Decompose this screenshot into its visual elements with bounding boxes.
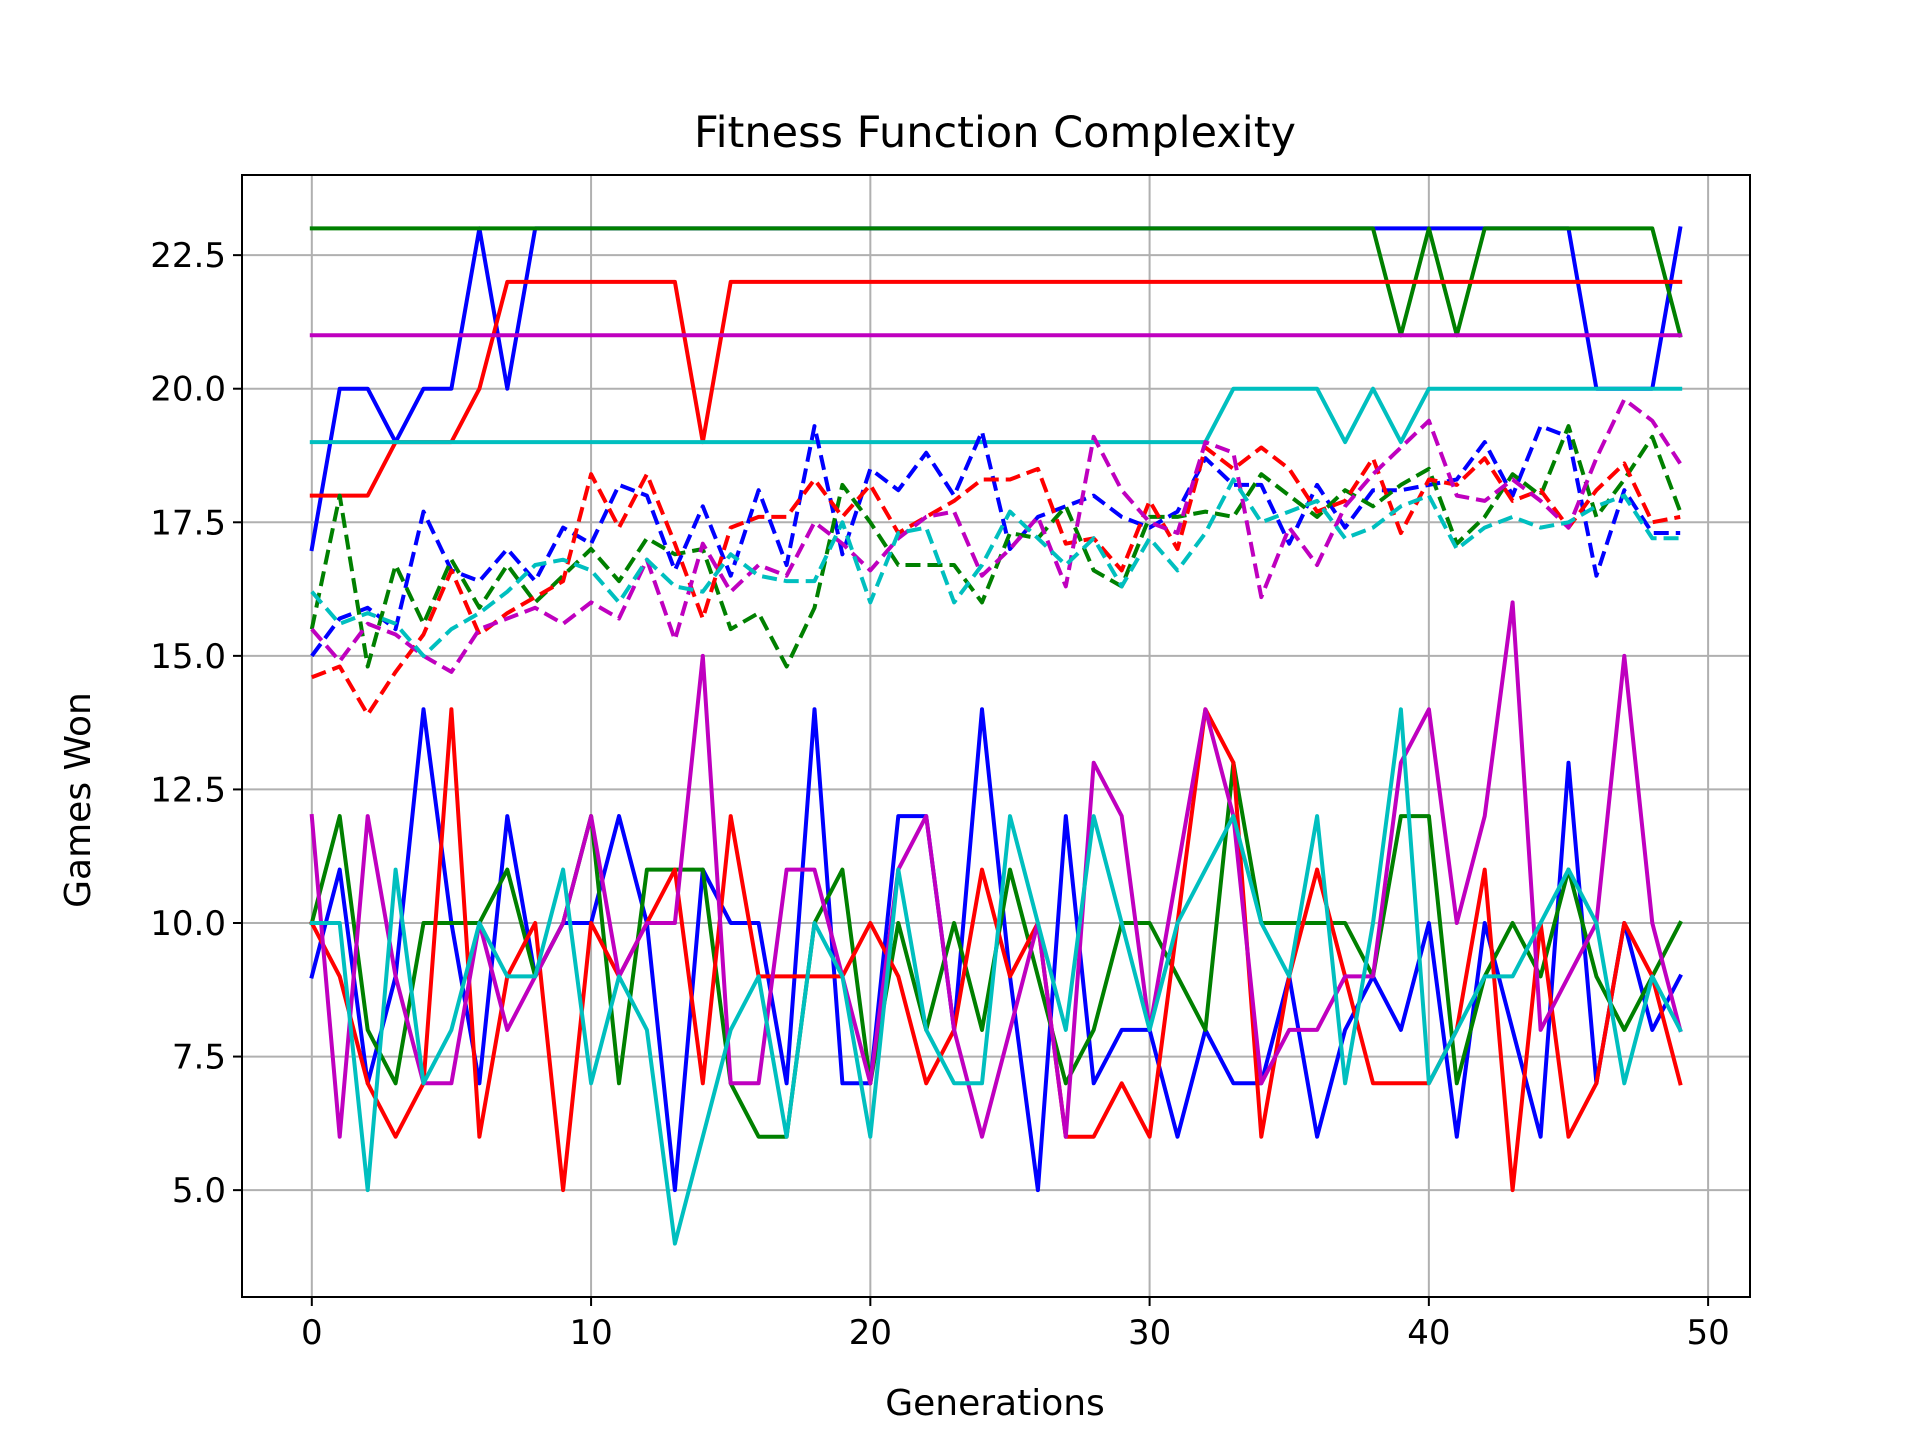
x-tick-label: 50 xyxy=(1686,1313,1729,1353)
x-tick-label: 30 xyxy=(1128,1313,1171,1353)
series-line-14-solid xyxy=(309,600,1683,1139)
x-tick-label: 10 xyxy=(569,1313,612,1353)
series-line-15-solid xyxy=(309,707,1683,1246)
y-tick-label: 20.0 xyxy=(150,370,226,410)
series-line-9-dashed xyxy=(310,397,1682,674)
y-tick-label: 7.5 xyxy=(172,1038,226,1078)
axis-ticks: 0 10 20 30 40 50 5.0 7.5 10.0 12.5 15.0 17.5 20.0 22.… xyxy=(150,236,1729,1353)
series-line-3-solid xyxy=(309,279,1683,498)
series-line-7-dashed xyxy=(309,424,1683,669)
y-tick-label: 15.0 xyxy=(150,637,226,677)
y-tick-label: 12.5 xyxy=(150,770,226,810)
x-tick-label: 0 xyxy=(301,1313,323,1353)
y-tick-label: 22.5 xyxy=(150,236,226,276)
series-line-10-dashed xyxy=(310,477,1681,658)
series-line-5-solid xyxy=(309,386,1683,445)
plot-area-frame xyxy=(241,174,1751,1298)
y-axis-label: Games Won xyxy=(58,692,99,908)
y-tick-label: 10.0 xyxy=(150,904,226,944)
y-tick-label: 5.0 xyxy=(172,1171,226,1211)
series-line-2-solid xyxy=(309,226,1683,338)
x-tick-label: 40 xyxy=(1407,1313,1450,1353)
series-group xyxy=(309,226,1683,1246)
y-tick-label: 17.5 xyxy=(150,503,226,543)
x-axis-label: Generations xyxy=(885,1383,1105,1424)
x-tick-label: 20 xyxy=(849,1313,892,1353)
chart-title: Fitness Function Complexity xyxy=(694,108,1296,158)
